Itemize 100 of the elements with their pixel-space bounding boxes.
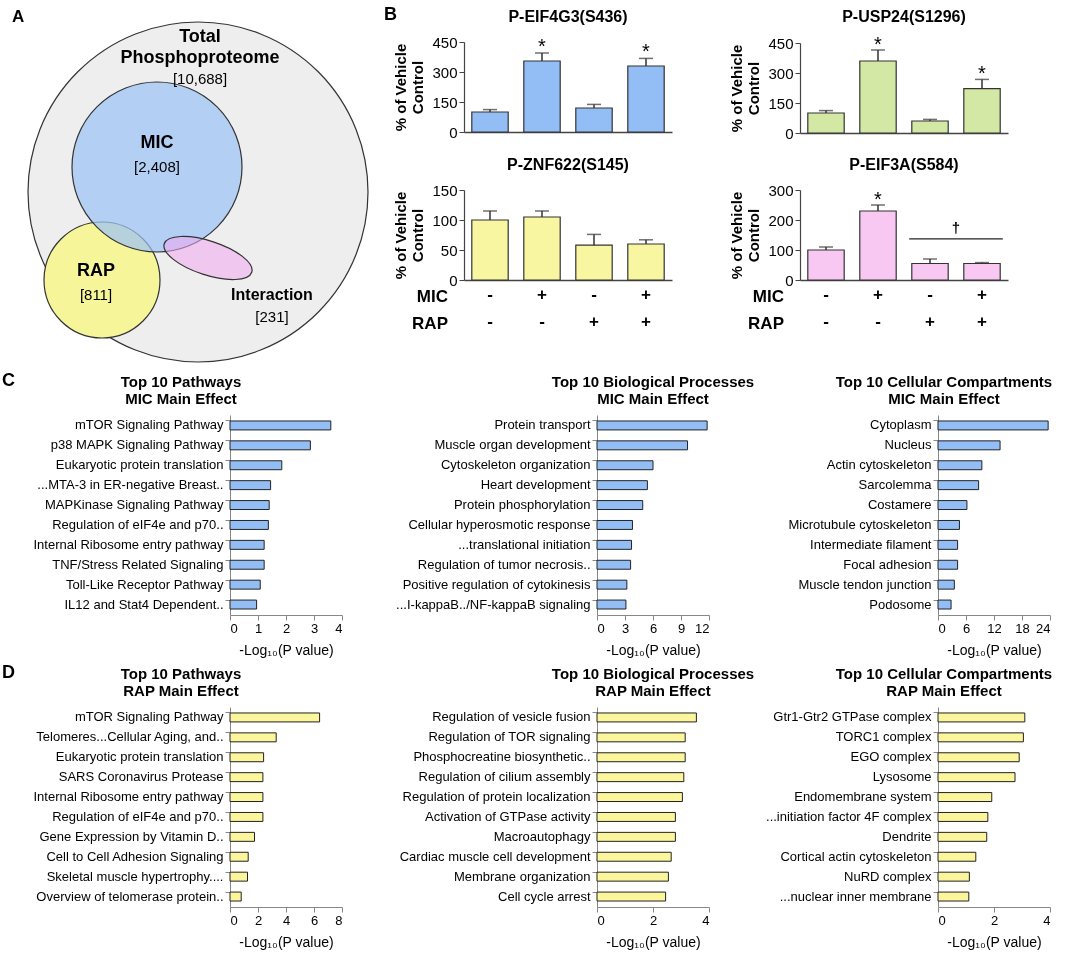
y-tick-label: Eukaryotic protein translation (55, 749, 224, 765)
x-axis-title: -Log₁₀(P value) (947, 641, 1042, 658)
chart-subtitle: RAP Main Effect (595, 682, 711, 699)
y-tick-label: Gene Expression by Vitamin D.. (39, 828, 224, 844)
y-tick-label: 100 (768, 241, 794, 259)
chart-subtitle: MIC Main Effect (597, 390, 709, 407)
bar (937, 460, 983, 471)
y-axis-title: % of Vehicle Control (728, 44, 763, 133)
annotation: * (874, 187, 883, 210)
chart-title: Top 10 Pathways (120, 373, 242, 390)
bar (596, 752, 686, 763)
x-axis-title: -Log₁₀(P value) (239, 641, 334, 658)
x-tick-label: 0 (938, 912, 946, 928)
bar (596, 871, 669, 882)
y-tick-label: Nucleus (884, 437, 932, 453)
y-tick-label: mTOR Signaling Pathway (74, 417, 224, 433)
y-tick-label: Protein transport (494, 417, 591, 433)
text: C (2, 370, 15, 391)
x-tick-label: + - (537, 284, 548, 331)
y-axis-title: % of Vehicle Control (728, 191, 763, 280)
y-tick-label: p38 MAPK Signaling Pathway (50, 437, 224, 453)
bar (229, 732, 277, 743)
y-tick-label: Phosphocreatine biosynthetic.. (413, 749, 591, 765)
bar (229, 752, 265, 763)
text: B (384, 4, 397, 25)
x-tick-label: 2 (990, 912, 999, 928)
bar (596, 599, 627, 610)
chart-subtitle: MIC Main Effect (125, 390, 237, 407)
y-tick-label: Regulation of cilium assembly (418, 769, 591, 785)
y-tick-label: Podosome (869, 596, 932, 612)
y-axis-title: % of Vehicle Control (392, 191, 427, 280)
bar (911, 262, 949, 281)
bar (229, 519, 269, 530)
y-tick-label: EGO complex (850, 749, 932, 765)
y-tick-label: Cytoskeleton organization (440, 457, 591, 473)
y-tick-label: Muscle tendon junction (798, 576, 932, 592)
y-tick-label: ...nuclear inner membrane (779, 888, 932, 904)
bar (963, 262, 1001, 281)
x-tick-label: 2 (282, 620, 291, 636)
y-tick-label: Eukaryotic protein translation (55, 457, 224, 473)
bar (937, 440, 1001, 451)
y-tick-label: IL12 and Stat4 Dependent.. (64, 596, 224, 612)
bar (937, 792, 993, 803)
y-tick-label: 0 (449, 271, 458, 289)
y-tick-label: 300 (768, 181, 794, 199)
x-tick-label: 4 (282, 912, 291, 928)
y-tick-label: 300 (432, 63, 458, 81)
text: MIC (140, 132, 174, 152)
x-tick-label: 12 (695, 620, 710, 636)
annotation: * (538, 35, 547, 57)
chart-title: Top 10 Biological Processes (551, 665, 755, 682)
y-tick-label: Regulation of TOR signaling (428, 729, 591, 745)
x-tick-label: 2 (254, 912, 263, 928)
y-tick-label: Positive regulation of cytokinesis (402, 576, 591, 592)
y-tick-label: ...I-kappaB../NF-kappaB signaling (396, 596, 591, 612)
bar (229, 460, 283, 471)
bar (937, 712, 1026, 723)
x-tick-label: 0 (938, 620, 946, 636)
bar (471, 111, 509, 133)
bar (937, 579, 955, 590)
y-tick-label: 300 (768, 64, 794, 82)
y-tick-label: Telomeres...Cellular Aging, and.. (36, 729, 224, 745)
bar (596, 732, 686, 743)
bar (229, 599, 258, 610)
x-axis-title: -Log₁₀(P value) (947, 933, 1042, 950)
y-tick-label: Endomembrane system (794, 789, 932, 805)
chart-title: Top 10 Cellular Compartments (835, 373, 1053, 390)
text: RAP (748, 314, 784, 333)
chart-title: P-ZNF622(S145) (507, 156, 629, 173)
y-tick-label: Actin cytoskeleton (826, 457, 932, 473)
y-tick-label: Heart development (480, 477, 591, 493)
y-tick-label: SARS Coronavirus Protease (58, 769, 224, 785)
x-tick-label: 4 (335, 620, 343, 636)
bar (911, 120, 949, 134)
text: D (2, 662, 15, 683)
bar (596, 460, 654, 471)
x-tick-label: 6 (649, 620, 658, 636)
chart-subtitle: MIC Main Effect (888, 390, 1000, 407)
bar (937, 772, 1016, 783)
x-axis-title: -Log₁₀(P value) (606, 641, 701, 658)
y-tick-label: 0 (785, 124, 794, 142)
y-tick-label: Cytoplasm (870, 417, 932, 433)
x-tick-label: 6 (310, 912, 319, 928)
bar (937, 420, 1049, 431)
chart-subtitle: RAP Main Effect (123, 682, 239, 699)
bar (627, 243, 665, 281)
chart-title: Top 10 Biological Processes (551, 373, 755, 390)
y-axis-title: % of Vehicle Control (392, 43, 427, 132)
text: RAP (412, 314, 448, 333)
x-tick-label: + + (977, 284, 988, 331)
annotation: † (951, 218, 961, 236)
y-tick-label: 150 (432, 181, 458, 199)
x-tick-label: 2 (649, 912, 658, 928)
x-tick-label: 0 (230, 912, 238, 928)
y-tick-label: Protein phosphorylation (453, 497, 591, 513)
bar (229, 792, 264, 803)
bar (859, 210, 897, 281)
x-tick-label: 18 (1015, 620, 1030, 636)
text: MIC (752, 287, 784, 306)
bar (937, 752, 1020, 763)
